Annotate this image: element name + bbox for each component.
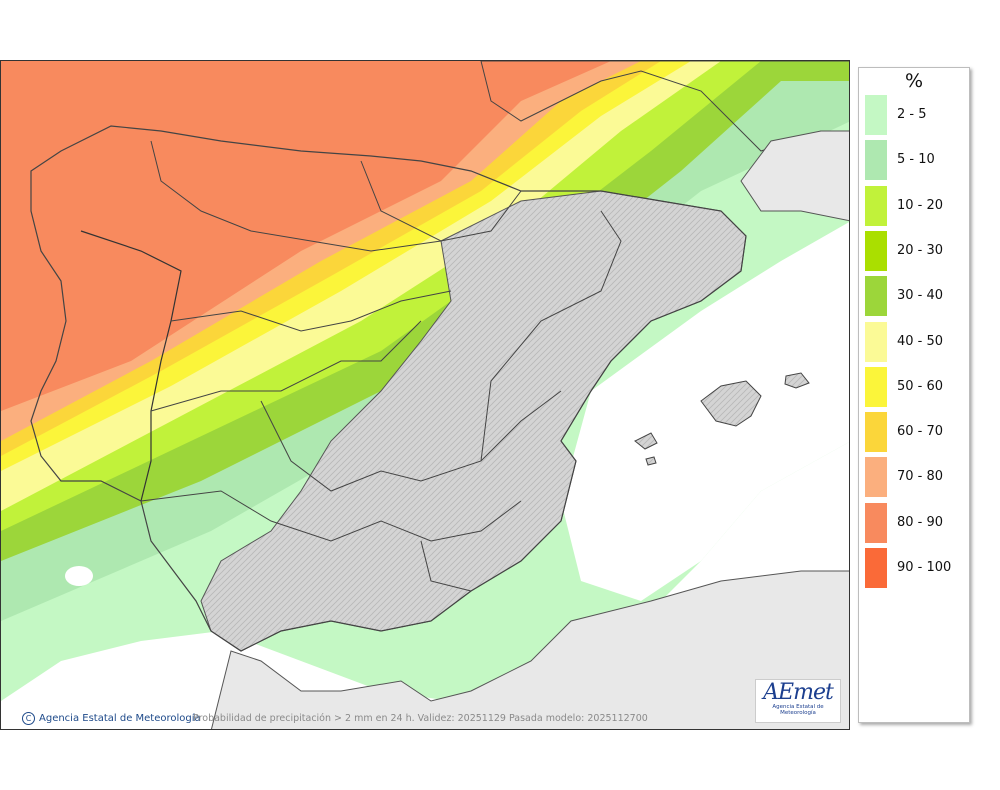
map-frame[interactable] <box>0 60 850 730</box>
legend-label: 2 - 5 <box>897 107 927 122</box>
portugal-border <box>80 230 182 502</box>
legend-item: 2 - 5 <box>865 95 965 135</box>
france-land <box>740 130 849 222</box>
aemet-logo: AEmet Agencia Estatal de Meteorología <box>755 679 841 723</box>
mallorca <box>700 380 762 427</box>
credit-line: C Agencia Estatal de Meteorología <box>22 712 201 725</box>
legend-swatch <box>865 140 887 181</box>
legend-label: 60 - 70 <box>897 424 944 440</box>
legend-swatch <box>865 276 887 317</box>
legend-unit: % <box>904 70 924 92</box>
legend: % 2 - 5 5 - 10 10 - 20 20 - 30 30 - 40 40 - 5… <box>858 67 970 723</box>
legend-item: 70 - 80 <box>865 457 965 498</box>
sea-gap <box>65 566 93 586</box>
credit-text: Agencia Estatal de Meteorología <box>39 713 201 724</box>
legend-swatch <box>865 185 887 226</box>
mediterranean-sea <box>561 222 849 601</box>
legend-item: 20 - 30 <box>865 230 965 271</box>
north-africa-land <box>210 570 849 729</box>
legend-swatch <box>865 95 887 135</box>
legend-label: 5 - 10 <box>897 152 935 168</box>
logo-word: AEmet <box>763 680 834 705</box>
legend-label: 90 - 100 <box>897 560 952 575</box>
legend-label: 50 - 60 <box>897 378 944 394</box>
legend-item: 30 - 40 <box>865 276 965 317</box>
legend-swatch <box>865 502 887 543</box>
map-caption: Probabilidad de precipitación > 2 mm en … <box>193 713 648 724</box>
legend-swatch <box>865 457 887 498</box>
legend-swatch <box>865 366 887 407</box>
legend-label: 40 - 50 <box>897 333 944 349</box>
legend-label: 10 - 20 <box>897 197 944 213</box>
legend-label: 70 - 80 <box>897 469 944 485</box>
menorca <box>784 372 810 389</box>
legend-label: 80 - 90 <box>897 514 944 530</box>
formentera <box>645 456 657 466</box>
legend-item: 10 - 20 <box>865 185 965 226</box>
copyright-icon: C <box>22 712 35 725</box>
legend-item: 50 - 60 <box>865 366 965 407</box>
legend-swatch <box>865 412 887 453</box>
regional-borders <box>140 140 622 592</box>
legend-swatch <box>865 321 887 362</box>
legend-label: 20 - 30 <box>897 242 944 258</box>
france-coast <box>480 61 849 152</box>
legend-item: 60 - 70 <box>865 412 965 453</box>
legend-swatch <box>865 230 887 271</box>
precipitation-probability-map[interactable] <box>1 61 850 730</box>
iberian-peninsula-outline <box>30 125 747 652</box>
legend-item: 80 - 90 <box>865 502 965 543</box>
logo-subtitle: Agencia Estatal de Meteorología <box>772 704 824 716</box>
legend-item: 40 - 50 <box>865 321 965 362</box>
legend-swatch <box>865 548 887 588</box>
legend-item: 90 - 100 <box>865 548 965 588</box>
ibiza <box>634 432 658 450</box>
legend-label: 30 - 40 <box>897 288 944 304</box>
legend-item: 5 - 10 <box>865 140 965 181</box>
